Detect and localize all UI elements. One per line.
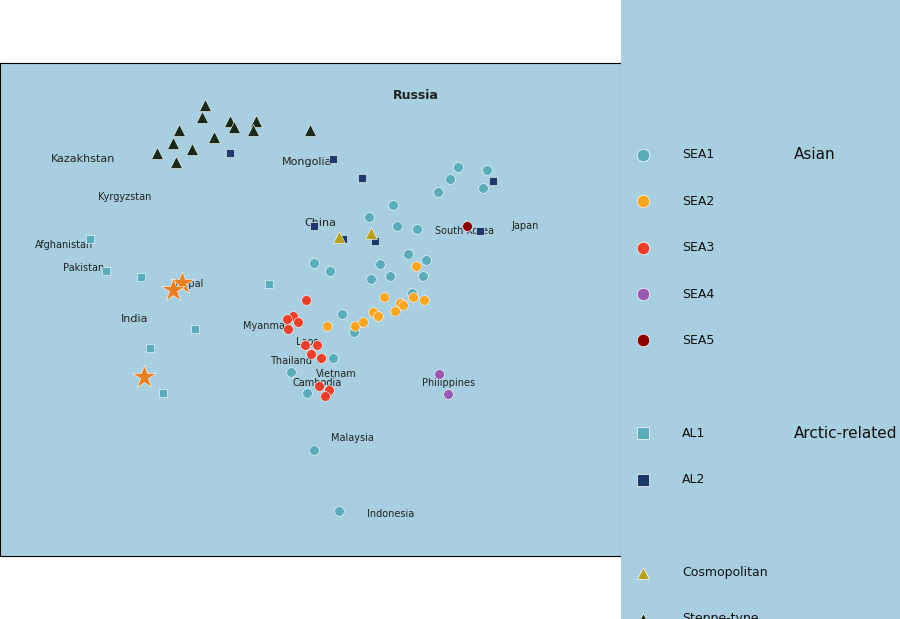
Text: Cambodia: Cambodia (292, 378, 341, 388)
Text: Cosmopolitan: Cosmopolitan (682, 566, 768, 579)
Text: Pakistan: Pakistan (63, 263, 104, 273)
Text: SEA2: SEA2 (682, 194, 715, 208)
Text: SEA5: SEA5 (682, 334, 715, 347)
Text: India: India (121, 314, 148, 324)
Text: Mongolia: Mongolia (282, 157, 332, 167)
Text: Thailand: Thailand (270, 356, 312, 366)
Text: Malaysia: Malaysia (330, 433, 374, 443)
Text: AL1: AL1 (682, 426, 706, 440)
Text: Asian: Asian (794, 147, 835, 162)
Text: SEA3: SEA3 (682, 241, 715, 254)
Text: Nepal: Nepal (175, 279, 203, 289)
Text: SEA4: SEA4 (682, 287, 715, 301)
Text: Vietnam: Vietnam (316, 368, 356, 379)
Text: China: China (304, 218, 336, 228)
Text: Arctic-related: Arctic-related (794, 426, 897, 441)
Text: Russia: Russia (393, 89, 439, 102)
Text: Myanmar: Myanmar (243, 321, 289, 331)
Text: Philippines: Philippines (421, 378, 474, 388)
Text: Kazakhstan: Kazakhstan (51, 154, 115, 164)
Text: SEA1: SEA1 (682, 148, 715, 162)
Text: Indonesia: Indonesia (367, 509, 414, 519)
Text: South Korea: South Korea (435, 227, 493, 236)
Text: Steppe-type: Steppe-type (682, 612, 759, 619)
Text: Japan: Japan (511, 221, 539, 232)
Text: Laos: Laos (296, 337, 319, 347)
Text: Kyrgyzstan: Kyrgyzstan (98, 193, 151, 202)
Text: AL2: AL2 (682, 473, 706, 487)
Text: Afghanistan: Afghanistan (35, 240, 93, 251)
